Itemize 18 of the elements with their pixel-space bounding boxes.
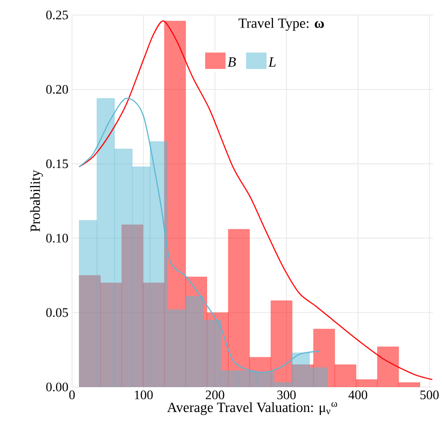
x-tick-label: 100 [134,390,153,400]
y-tick-label: 0.05 [46,308,68,318]
line-series [78,20,433,380]
x-tick-label: 0 [69,390,75,400]
legend-label: L [268,57,276,67]
y-tick-label: 0.25 [46,10,68,20]
x-axis-title: Average Travel Valuation: μ$_{ν}$ω [167,402,338,416]
x-tick-label: 300 [277,390,296,400]
y-axis-title: Probability [30,170,43,232]
y-tick-label: 0.00 [46,382,68,392]
x-tick-label: 200 [206,390,224,400]
y-tick-label: 0.15 [46,159,68,168]
legend-label: B [228,57,236,67]
x-tick-label: 400 [348,390,368,400]
y-tick-label: 0.10 [46,234,68,243]
x-tick-label: 500 [420,390,439,400]
y-tick-label: 0.20 [46,84,68,94]
legend-title: Travel Type: ω [238,18,324,31]
